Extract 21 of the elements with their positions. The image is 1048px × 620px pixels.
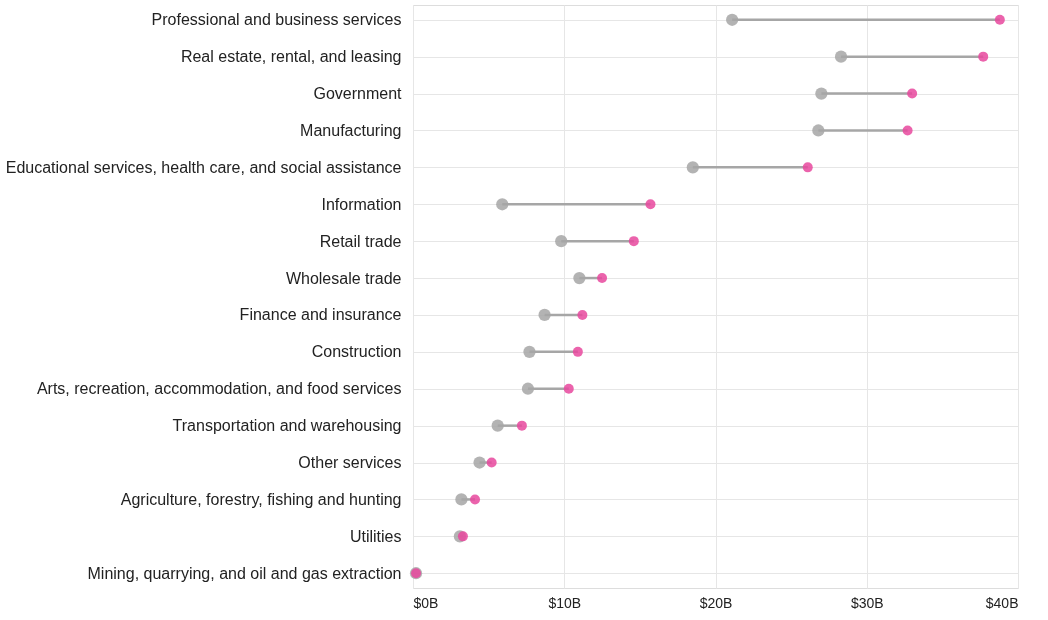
- y-tick-label: Real estate, rental, and leasing: [180, 48, 402, 66]
- y-tick-label: Construction: [311, 343, 402, 361]
- y-tick-label: Retail trade: [319, 232, 402, 250]
- y-tick-label: Professional and business services: [151, 11, 402, 29]
- y-tick-label: Other services: [298, 454, 402, 472]
- y-tick-label: Agriculture, forestry, fishing and hunting: [120, 490, 402, 508]
- x-tick-label: $30B: [850, 594, 884, 611]
- x-tick-label: $10B: [548, 594, 582, 611]
- y-tick-label: Wholesale trade: [285, 269, 402, 287]
- y-tick-label: Finance and insurance: [239, 306, 402, 324]
- y-tick-label: Transportation and warehousing: [172, 417, 402, 435]
- y-tick-label: Manufacturing: [300, 121, 402, 139]
- x-tick-label: $0B: [413, 594, 439, 611]
- y-tick-label: Arts, recreation, accommodation, and food services: [36, 380, 402, 398]
- y-tick-label: Government: [313, 85, 403, 103]
- y-tick-label: Utilities: [349, 527, 402, 545]
- x-tick-label: $20B: [699, 594, 733, 611]
- y-tick-label: Educational services, health care, and social assistance: [5, 158, 402, 176]
- y-tick-label: Information: [321, 195, 402, 213]
- x-tick-label: $40B: [985, 594, 1019, 611]
- y-tick-label: Mining, quarrying, and oil and gas extraction: [87, 564, 402, 582]
